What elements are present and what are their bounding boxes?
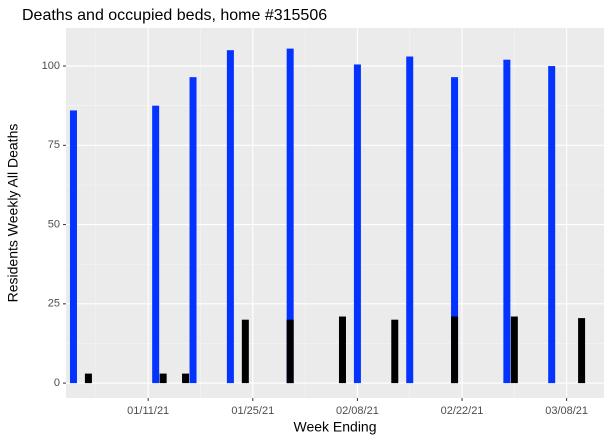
bar — [406, 56, 414, 384]
y-tick-label: 100 — [42, 60, 60, 72]
chart-title: Deaths and occupied beds, home #315506 — [22, 7, 327, 24]
bar — [159, 373, 167, 384]
x-tick-label: 03/08/21 — [545, 405, 588, 417]
bar — [338, 316, 346, 384]
x-tick-label: 02/22/21 — [441, 405, 484, 417]
y-tick-label: 50 — [48, 218, 60, 230]
bar — [578, 318, 586, 384]
bar — [189, 77, 197, 384]
bar — [152, 105, 160, 384]
bar — [286, 48, 294, 384]
y-axis-label: Residents Weekly All Deaths — [5, 124, 21, 303]
x-tick-label: 01/11/21 — [127, 405, 169, 417]
bar — [548, 66, 556, 384]
y-tick-label: 25 — [48, 298, 60, 310]
bar — [182, 373, 190, 384]
x-tick-label: 01/25/21 — [231, 405, 274, 417]
x-tick-label: 02/08/21 — [336, 405, 379, 417]
y-tick-label: 75 — [48, 139, 60, 151]
plot-panel — [66, 28, 604, 398]
bar — [226, 50, 234, 384]
bar — [503, 59, 511, 384]
bar — [241, 319, 249, 384]
bar — [84, 373, 92, 384]
bar — [451, 77, 459, 384]
bar — [391, 319, 399, 384]
bar — [510, 316, 518, 384]
bar — [286, 319, 294, 384]
y-tick-label: 0 — [54, 377, 60, 389]
bar — [353, 64, 361, 384]
bar — [451, 316, 459, 384]
bar — [69, 110, 77, 384]
x-axis-label: Week Ending — [293, 419, 376, 435]
